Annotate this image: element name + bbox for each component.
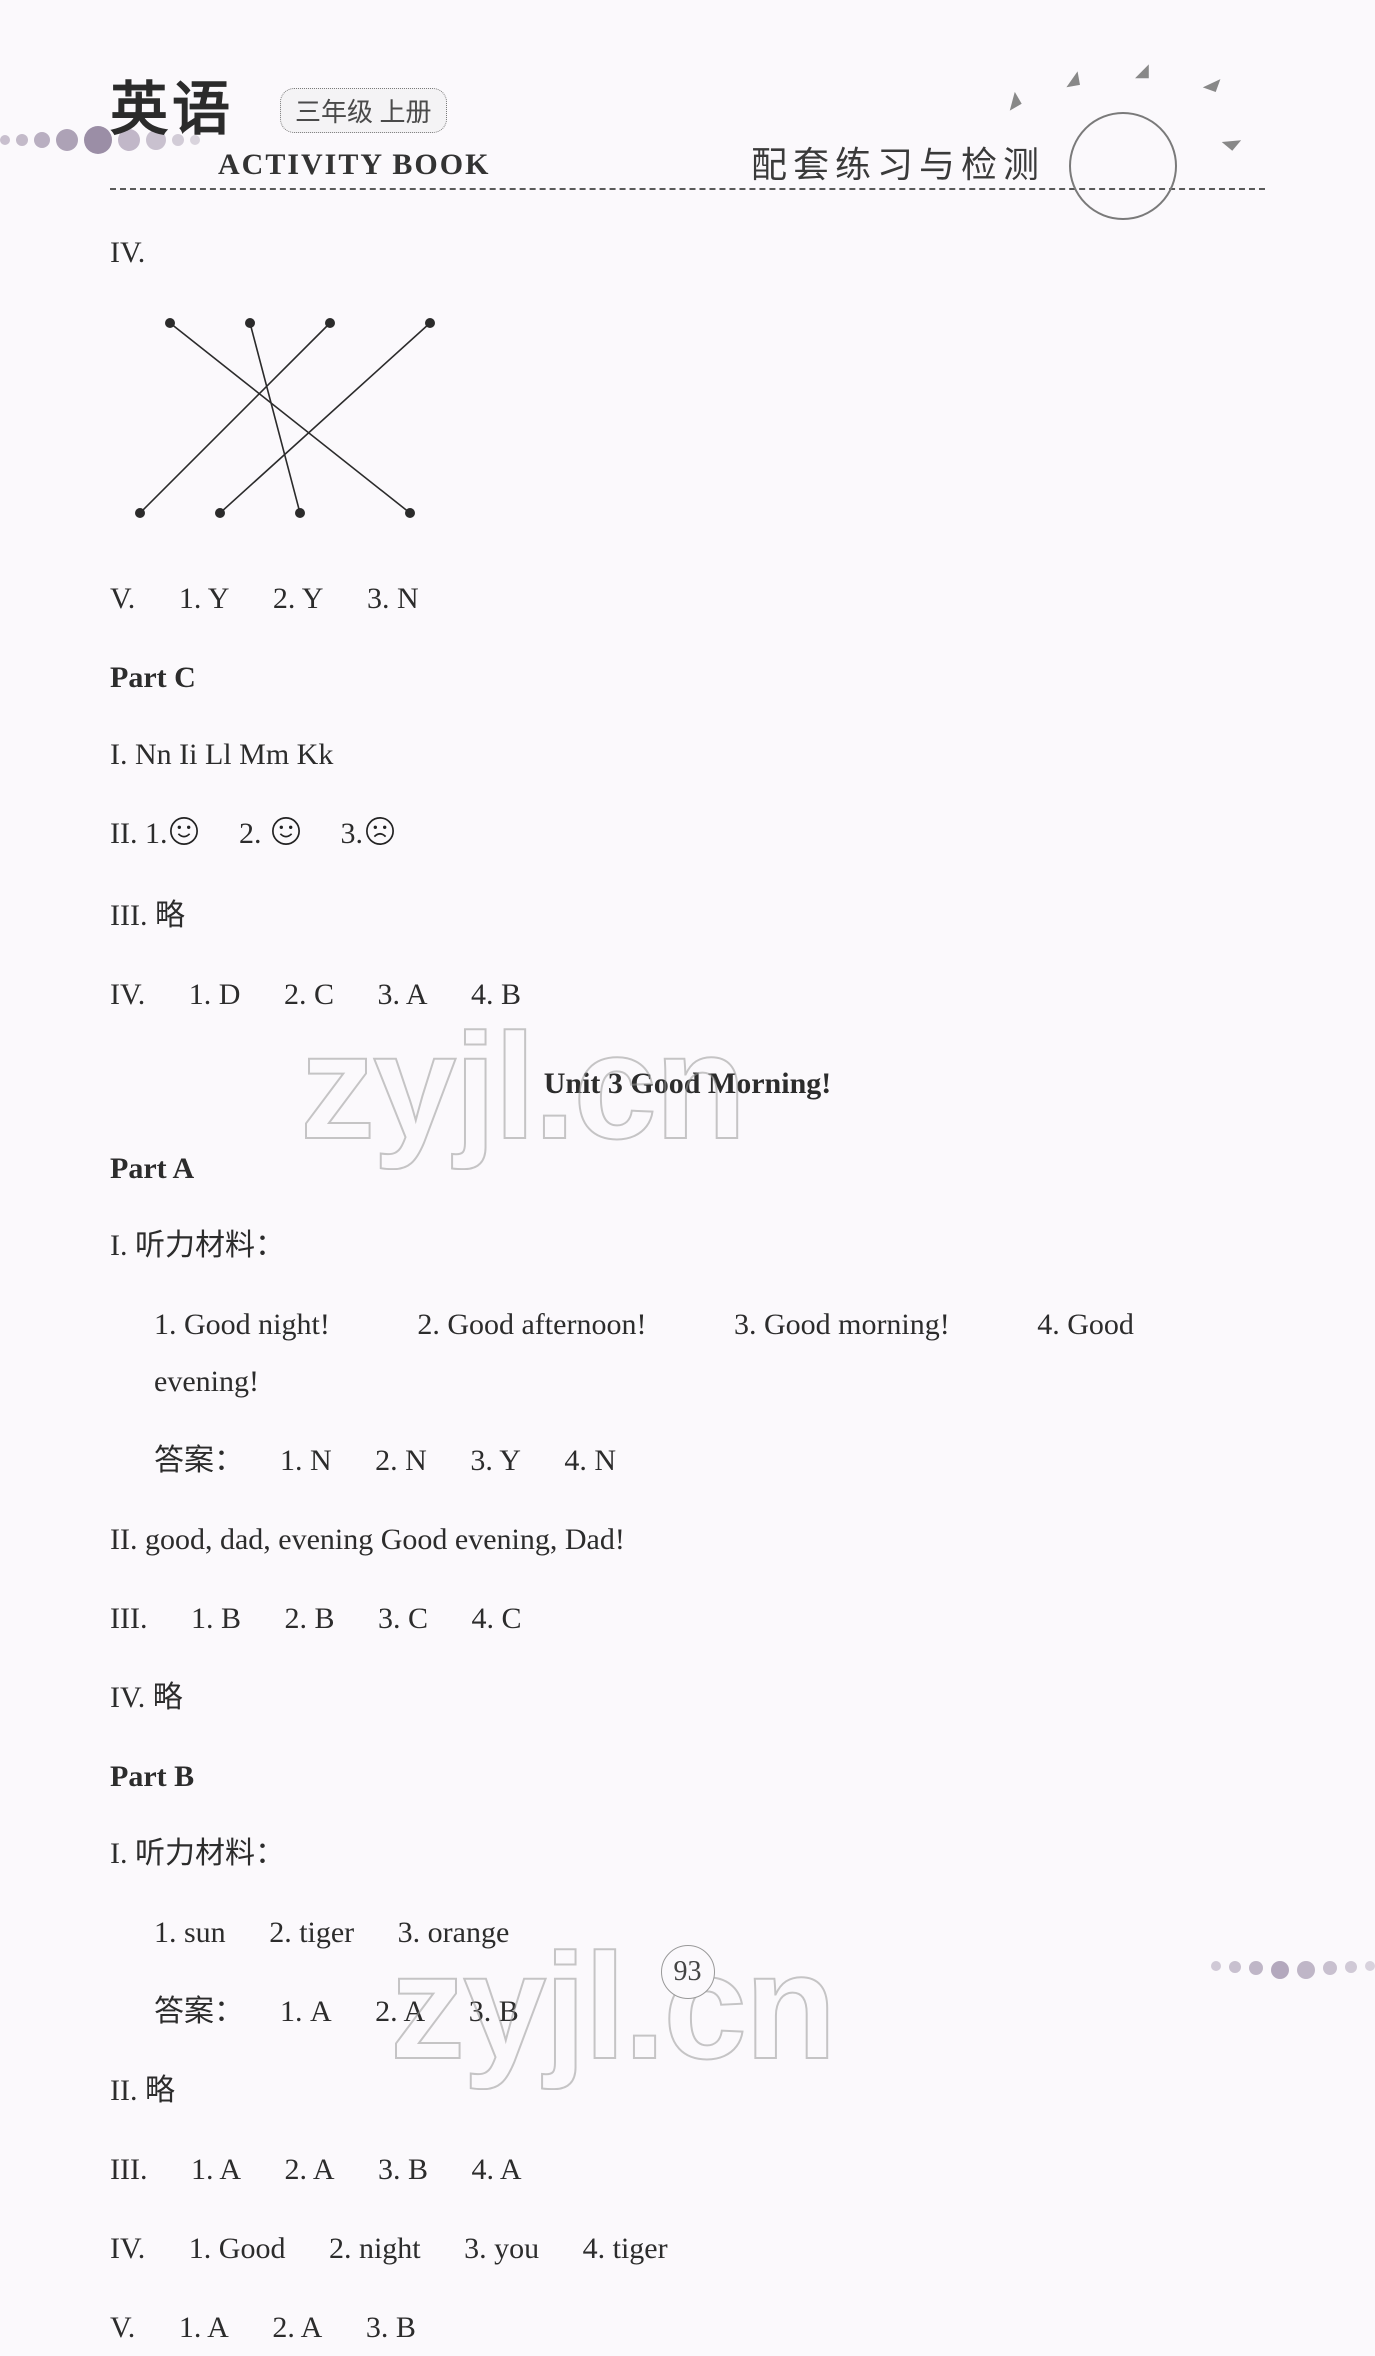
footer-dots [1211, 1961, 1375, 1979]
item-1: 1. A [179, 2311, 229, 2344]
sad-face-icon [365, 808, 395, 865]
footer-dot [1345, 1961, 1357, 1973]
item-1: 1. Good night! [154, 1308, 330, 1341]
subtitle-english: ACTIVITY BOOK [218, 148, 490, 182]
item-3: 3. C [378, 1602, 428, 1635]
parta-i-heading: I. 听力材料： [110, 1217, 1265, 1274]
prefix: V. [110, 2311, 135, 2344]
unit-title: Unit 3 Good Morning! [110, 1055, 1265, 1112]
item-4: 4. B [471, 978, 521, 1011]
item-1: 1. [145, 817, 204, 850]
smile-face-icon [271, 808, 301, 865]
content: IV. V. 1. Y 2. Y 3. N Part C I. Nn Ii Ll… [110, 224, 1265, 2356]
prefix: IV. [110, 978, 145, 1011]
part-c-heading: Part C [110, 649, 1265, 706]
page: 英语 三年级 上册 ACTIVITY BOOK 配套练习与检测 ◢ ◢ ◢ ◢ … [0, 0, 1375, 2037]
item-1: 1. N [280, 1444, 332, 1477]
item-3: 3. B [469, 1995, 519, 2028]
item-2: 2. Good afternoon! [417, 1308, 646, 1341]
section-v-line: V. 1. Y 2. Y 3. N [110, 570, 1265, 627]
prefix: IV. [110, 2232, 145, 2265]
item-2: 2. Y [273, 582, 324, 615]
sun-icon [1069, 112, 1177, 220]
item-3: 3. Good morning! [734, 1308, 950, 1341]
smile-face-icon [169, 808, 199, 865]
footer-dot [1297, 1961, 1315, 1979]
partc-ii: II. 1. 2. 3. [110, 805, 1265, 865]
item-1: 1. B [191, 1602, 241, 1635]
partb-ii: II. 略 [110, 2062, 1265, 2119]
item-1: 1. sun [154, 1916, 226, 1949]
title-chinese: 英语 [110, 62, 234, 146]
footer-dot [1229, 1961, 1241, 1973]
matching-diagram [110, 303, 1265, 552]
right-label: 配套练习与检测 [751, 136, 1045, 188]
footer-dot [1323, 1961, 1337, 1975]
header-dot [0, 135, 10, 145]
header-dot [84, 126, 112, 154]
item-3: 3. B [378, 2153, 428, 2186]
item-2: 2. A [272, 2311, 322, 2344]
item-2: 2. C [284, 978, 334, 1011]
footer-dot [1365, 1961, 1375, 1971]
item-3: 3. orange [398, 1916, 510, 1949]
item-1: 1. Y [179, 582, 230, 615]
prefix: II. [110, 817, 137, 850]
item-2: 2. night [329, 2232, 421, 2265]
item-2: 2. A [375, 1995, 425, 2028]
section-iv-label: IV. [110, 224, 1265, 281]
parta-iv: IV. 略 [110, 1669, 1265, 1726]
prefix: V. [110, 582, 135, 615]
parta-i-answers: 答案： 1. N 2. N 3. Y 4. N [110, 1432, 1265, 1489]
header-dot [56, 129, 78, 151]
item-1: 1. Good [189, 2232, 286, 2265]
item-2: 2. tiger [269, 1916, 354, 1949]
item-3: 3. N [367, 582, 419, 615]
header: 英语 三年级 上册 ACTIVITY BOOK 配套练习与检测 ◢ ◢ ◢ ◢ … [110, 70, 1265, 190]
parta-iii: III. 1. B 2. B 3. C 4. C [110, 1590, 1265, 1647]
prefix: III. [110, 2153, 147, 2186]
item-2: 2. A [285, 2153, 335, 2186]
prefix: III. [110, 1602, 147, 1635]
partb-iv: IV. 1. Good 2. night 3. you 4. tiger [110, 2220, 1265, 2277]
item-4: 4. N [564, 1444, 616, 1477]
footer-dot [1249, 1961, 1263, 1975]
item-2: 2. [239, 817, 305, 850]
page-number: 93 [661, 1945, 715, 1999]
part-b-heading: Part B [110, 1748, 1265, 1805]
footer-dot [1271, 1961, 1289, 1979]
prefix: 答案： [154, 1444, 244, 1477]
partb-i-heading: I. 听力材料： [110, 1825, 1265, 1882]
item-3: 3. you [464, 2232, 539, 2265]
parta-i-items: 1. Good night! 2. Good afternoon! 3. Goo… [110, 1296, 1265, 1410]
item-4: 4. tiger [583, 2232, 668, 2265]
partc-iii: III. 略 [110, 887, 1265, 944]
partc-iv: IV. 1. D 2. C 3. A 4. B [110, 966, 1265, 1023]
diagram-svg [110, 303, 470, 533]
header-dot [16, 134, 28, 146]
item-1: 1. D [189, 978, 241, 1011]
footer-dot [1211, 1961, 1221, 1971]
partb-v: V. 1. A 2. A 3. B [110, 2299, 1265, 2356]
footer: 93 [0, 1945, 1375, 1993]
part-a-heading: Part A [110, 1140, 1265, 1197]
item-3: 3. Y [470, 1444, 521, 1477]
item-3: 3. A [377, 978, 427, 1011]
item-1: 1. A [191, 2153, 241, 2186]
item-3: 3. [340, 817, 399, 850]
parta-ii: II. good, dad, evening Good evening, Dad… [110, 1511, 1265, 1568]
partb-iii: III. 1. A 2. A 3. B 4. A [110, 2141, 1265, 2198]
partc-i: I. Nn Ii Ll Mm Kk [110, 726, 1265, 783]
item-4: 4. C [472, 1602, 522, 1635]
sun-rays: ◢ ◢ ◢ ◢ ◢ [995, 60, 1235, 110]
item-4: 4. A [472, 2153, 522, 2186]
prefix: 答案： [154, 1995, 244, 2028]
header-dot [34, 132, 50, 148]
grade-badge: 三年级 上册 [280, 88, 447, 133]
item-3: 3. B [366, 2311, 416, 2344]
item-2: 2. B [285, 1602, 335, 1635]
item-1: 1. A [280, 1995, 332, 2028]
item-2: 2. N [375, 1444, 427, 1477]
